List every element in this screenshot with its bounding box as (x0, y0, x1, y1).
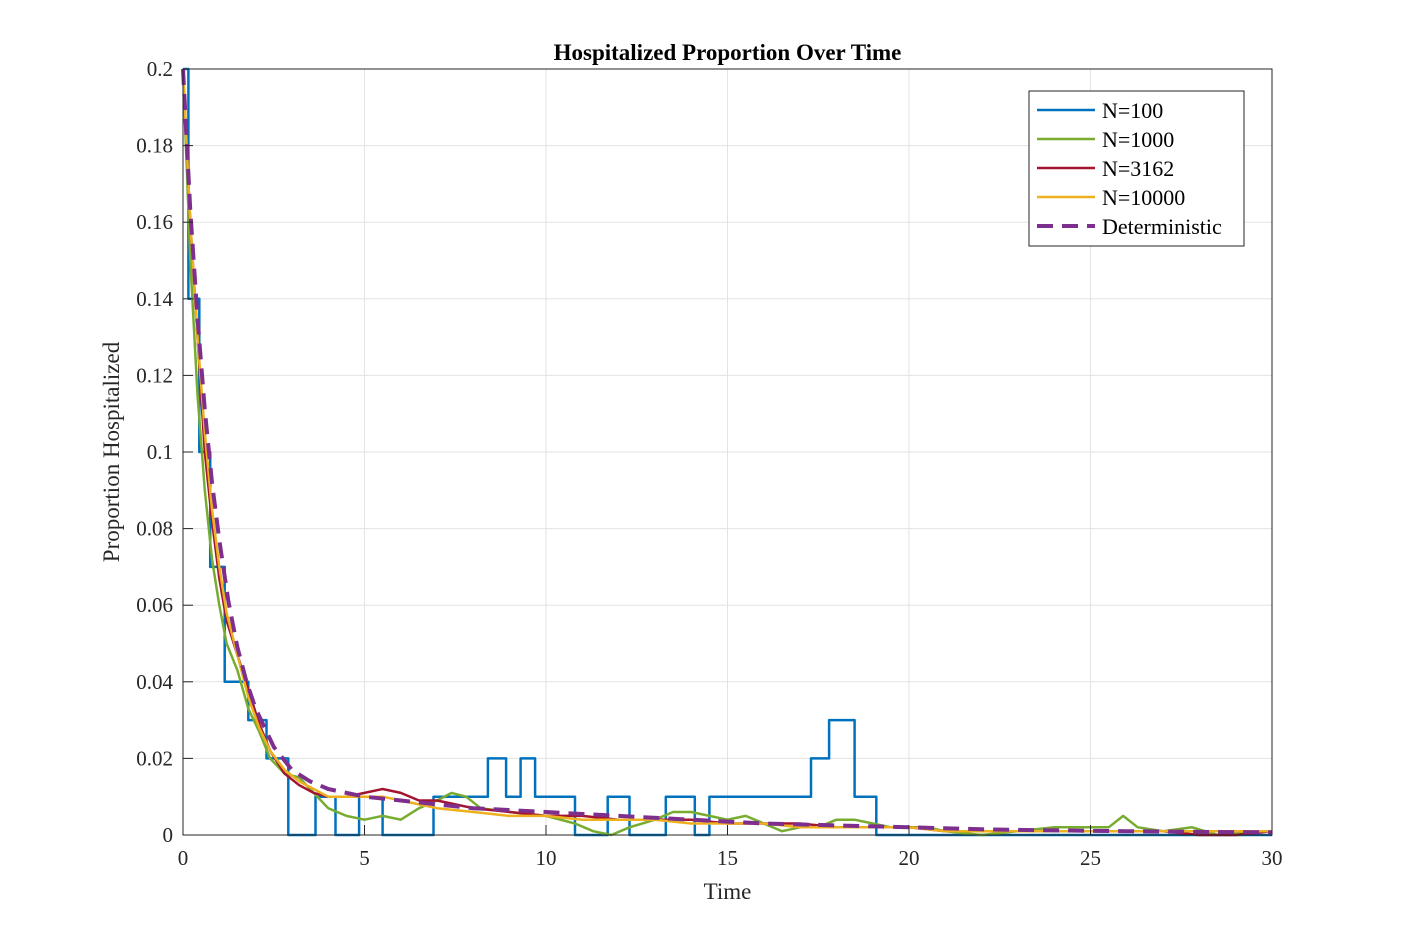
legend-label: N=1000 (1102, 127, 1174, 152)
x-tick-label: 15 (717, 846, 738, 870)
x-tick-label: 0 (178, 846, 189, 870)
legend-label: N=100 (1102, 98, 1163, 123)
x-tick-label: 30 (1262, 846, 1283, 870)
chart-title: Hospitalized Proportion Over Time (554, 40, 902, 65)
y-tick-label: 0.16 (136, 210, 173, 234)
y-tick-label: 0 (163, 823, 174, 847)
y-tick-label: 0.2 (147, 57, 173, 81)
series-layer (181, 67, 1273, 837)
y-tick-label: 0.02 (136, 746, 173, 770)
legend-label: Deterministic (1102, 214, 1222, 239)
y-tick-label: 0.18 (136, 134, 173, 158)
tick-labels: 0 5 10 15 20 25 30 0 0.02 0.04 0.06 0.08 0.1 0.12 0.14… (136, 57, 1282, 870)
x-tick-label: 20 (899, 846, 920, 870)
x-tick-label: 5 (359, 846, 370, 870)
legend: N=100 N=1000 N=3162 N=10000 Deterministic (1028, 90, 1245, 247)
series-line-deterministic (181, 68, 1273, 835)
ticks (182, 68, 1273, 836)
legend-label: N=10000 (1102, 185, 1185, 210)
y-tick-label: 0.1 (147, 440, 173, 464)
y-tick-label: 0.04 (136, 670, 173, 694)
x-axis-label: Time (704, 879, 752, 904)
x-tick-label: 25 (1080, 846, 1101, 870)
y-tick-label: 0.12 (136, 363, 173, 387)
y-axis-label: Proportion Hospitalized (99, 341, 124, 562)
x-tick-label: 10 (536, 846, 557, 870)
y-tick-label: 0.14 (136, 287, 173, 311)
y-tick-label: 0.06 (136, 593, 173, 617)
legend-label: N=3162 (1102, 156, 1174, 181)
series-line-n-10000 (181, 68, 1272, 833)
series-line-n-1000 (181, 68, 1273, 837)
y-tick-label: 0.08 (136, 517, 173, 541)
